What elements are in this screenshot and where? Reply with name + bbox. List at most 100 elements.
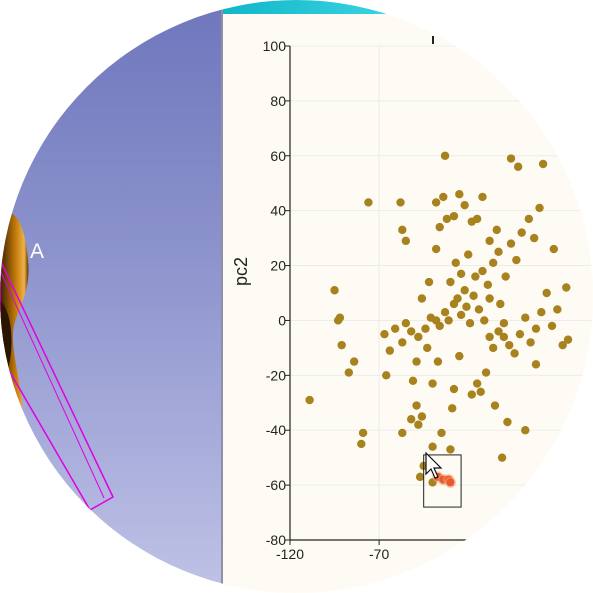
data-point[interactable] <box>469 291 478 300</box>
data-point[interactable] <box>423 343 432 353</box>
data-point[interactable] <box>421 324 430 333</box>
data-point[interactable] <box>478 192 487 202</box>
data-point[interactable] <box>531 324 541 333</box>
data-point[interactable] <box>330 286 339 295</box>
data-point[interactable] <box>494 327 503 336</box>
data-point[interactable] <box>529 233 539 243</box>
data-point[interactable] <box>414 332 423 342</box>
data-point[interactable] <box>496 299 505 309</box>
data-point[interactable] <box>563 335 573 344</box>
data-point[interactable] <box>344 368 354 377</box>
data-point[interactable] <box>505 340 514 350</box>
data-point[interactable] <box>499 332 509 342</box>
data-point[interactable] <box>465 318 475 328</box>
data-point[interactable] <box>485 294 494 303</box>
data-point[interactable] <box>442 214 452 224</box>
data-point[interactable] <box>444 316 453 325</box>
data-point[interactable] <box>451 258 460 268</box>
data-point[interactable] <box>415 472 425 482</box>
data-point[interactable] <box>407 415 416 424</box>
data-point[interactable] <box>503 417 512 427</box>
data-point[interactable] <box>433 357 443 366</box>
data-point[interactable] <box>483 280 493 289</box>
data-point[interactable] <box>506 239 516 248</box>
data-point[interactable] <box>490 401 500 410</box>
data-point[interactable] <box>478 266 487 276</box>
data-point[interactable] <box>474 305 484 314</box>
data-point[interactable] <box>455 190 464 199</box>
data-point[interactable] <box>337 340 346 350</box>
data-point[interactable] <box>497 453 507 462</box>
data-point[interactable] <box>517 228 526 237</box>
data-point[interactable] <box>460 286 469 295</box>
data-point[interactable] <box>531 360 541 369</box>
data-point[interactable] <box>494 247 503 257</box>
data-point[interactable] <box>521 313 530 322</box>
data-point[interactable] <box>412 357 421 366</box>
data-point[interactable] <box>460 200 469 210</box>
data-point[interactable] <box>476 387 485 396</box>
data-point[interactable] <box>562 283 571 292</box>
data-point[interactable] <box>485 332 494 342</box>
data-point[interactable] <box>437 428 446 438</box>
data-point[interactable] <box>447 404 457 413</box>
data-point[interactable] <box>385 346 395 355</box>
data-point[interactable] <box>521 426 530 435</box>
data-point[interactable] <box>506 154 516 163</box>
data-point[interactable] <box>424 277 434 287</box>
data-point[interactable] <box>456 269 466 278</box>
data-point[interactable] <box>510 349 519 358</box>
data-point[interactable] <box>481 368 491 377</box>
data-point[interactable] <box>428 379 437 388</box>
data-point[interactable] <box>364 198 373 207</box>
selection-box[interactable] <box>423 454 462 508</box>
data-point[interactable] <box>492 225 501 235</box>
data-point[interactable] <box>380 329 389 339</box>
data-point[interactable] <box>542 288 551 298</box>
data-point[interactable] <box>513 162 523 171</box>
data-point[interactable] <box>472 379 482 388</box>
data-point[interactable] <box>515 329 525 339</box>
data-point[interactable] <box>431 198 441 207</box>
data-point[interactable] <box>501 272 510 281</box>
data-point[interactable] <box>464 250 473 259</box>
data-point[interactable] <box>537 308 546 317</box>
data-point[interactable] <box>524 214 534 224</box>
selected-data-point[interactable] <box>446 478 455 487</box>
data-point[interactable] <box>549 244 558 254</box>
data-point[interactable] <box>440 151 450 160</box>
data-point[interactable] <box>449 211 459 221</box>
data-point[interactable] <box>401 318 411 328</box>
data-point[interactable] <box>335 313 345 322</box>
data-point[interactable] <box>535 203 544 213</box>
data-point[interactable] <box>396 198 405 207</box>
data-point[interactable] <box>526 338 535 347</box>
data-point[interactable] <box>398 225 407 235</box>
data-point[interactable] <box>499 318 509 328</box>
data-point[interactable] <box>467 390 476 399</box>
data-point[interactable] <box>439 192 448 202</box>
data-point[interactable] <box>382 371 391 380</box>
data-point[interactable] <box>407 327 416 336</box>
scatter-plot-panel[interactable] <box>223 14 593 593</box>
data-point[interactable] <box>472 214 482 224</box>
3d-viewport[interactable]: A <box>0 0 222 593</box>
data-point[interactable] <box>401 236 411 246</box>
data-point[interactable] <box>462 302 471 311</box>
data-point[interactable] <box>349 357 359 366</box>
data-point[interactable] <box>449 384 459 394</box>
pane-divider[interactable] <box>221 0 223 593</box>
data-point[interactable] <box>456 310 466 320</box>
data-point[interactable] <box>398 428 407 438</box>
data-point[interactable] <box>512 255 521 265</box>
data-point[interactable] <box>357 439 366 449</box>
data-point[interactable] <box>417 412 427 421</box>
data-point[interactable] <box>488 258 498 268</box>
data-point[interactable] <box>408 376 418 386</box>
data-point[interactable] <box>398 338 407 347</box>
data-point[interactable] <box>488 343 498 353</box>
data-point[interactable] <box>471 272 480 281</box>
data-point[interactable] <box>435 321 444 331</box>
data-point[interactable] <box>446 445 455 454</box>
data-point[interactable] <box>417 294 427 303</box>
